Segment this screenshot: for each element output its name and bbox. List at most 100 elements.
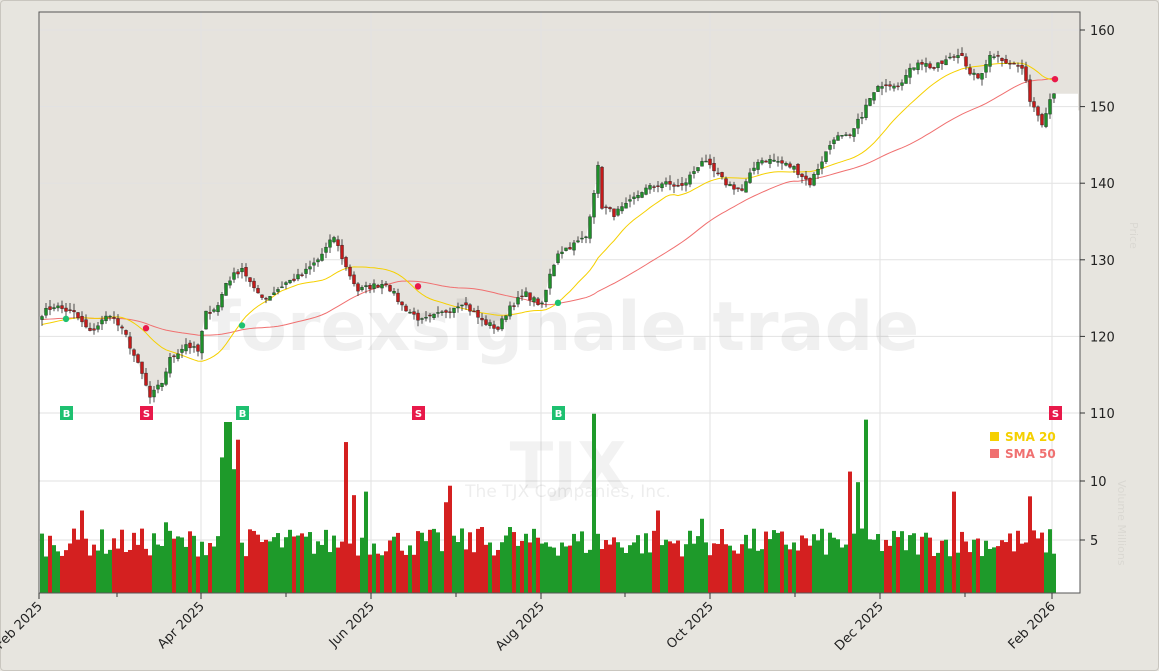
candle-body <box>436 312 440 314</box>
candle-body <box>252 280 256 289</box>
candle-body <box>396 292 400 302</box>
volume-bar <box>1000 540 1004 593</box>
candle-body <box>448 311 452 313</box>
volume-bar <box>456 542 460 593</box>
candle-body <box>356 283 360 292</box>
volume-bar <box>580 531 584 593</box>
volume-bar <box>156 544 160 593</box>
candle-body <box>1020 65 1024 69</box>
candle-body <box>468 304 472 312</box>
volume-bar <box>112 538 116 593</box>
volume-bar <box>532 528 536 593</box>
volume-bar <box>860 528 864 593</box>
candle-body <box>1052 93 1056 99</box>
candle-body <box>796 163 800 175</box>
volume-bar <box>892 530 896 593</box>
candle-body <box>180 348 184 353</box>
candle-body <box>328 239 332 248</box>
volume-bar <box>212 546 216 593</box>
signal-badge-B <box>552 406 565 420</box>
signal-badge-S <box>412 406 425 420</box>
candle-body <box>884 84 888 87</box>
volume-bar <box>1052 553 1056 593</box>
volume-bar <box>368 554 372 593</box>
candle-body <box>404 305 408 312</box>
volume-bar <box>68 543 72 593</box>
volume-bar <box>412 554 416 593</box>
candle-body <box>524 291 528 297</box>
volume-bar <box>592 413 596 593</box>
candle-body <box>960 53 964 56</box>
candle-body <box>368 285 372 290</box>
sma-20-line <box>41 62 1055 362</box>
volume-bar <box>132 532 136 593</box>
candle-body <box>716 172 720 175</box>
volume-bar <box>500 542 504 593</box>
candle-body <box>504 315 508 320</box>
volume-bar <box>668 541 672 593</box>
volume-bar <box>316 541 320 593</box>
candle-body <box>784 163 788 166</box>
volume-bar <box>960 531 964 593</box>
y-tick-label: 160 <box>1090 24 1115 39</box>
candle-body <box>172 355 176 358</box>
candle-body <box>636 194 640 199</box>
volume-bar <box>772 530 776 593</box>
volume-bar <box>124 552 128 593</box>
legend-swatch <box>990 449 999 458</box>
volume-bar <box>900 531 904 593</box>
volume-bar <box>808 545 812 593</box>
candle-body <box>200 330 204 354</box>
volume-bar <box>340 541 344 593</box>
candle-body <box>972 72 976 75</box>
candle-body <box>556 253 560 264</box>
volume-bar <box>404 554 408 593</box>
candle-body <box>484 319 488 325</box>
candle-body <box>140 361 144 374</box>
candle-body <box>444 310 448 313</box>
volume-bar <box>292 536 296 593</box>
candle-body <box>916 62 920 70</box>
candle-body <box>176 353 180 359</box>
candle-body <box>684 182 688 186</box>
candle-body <box>940 60 944 64</box>
candle-body <box>280 286 284 289</box>
candle-body <box>496 326 500 330</box>
candle-body <box>732 184 736 190</box>
signal-dot <box>142 325 150 332</box>
candle-body <box>304 268 308 274</box>
volume-bar <box>904 550 908 593</box>
volume-bar <box>304 536 308 593</box>
candle-body <box>704 160 708 163</box>
volume-bar <box>724 544 728 593</box>
candle-body <box>600 166 604 209</box>
volume-bar <box>356 555 360 593</box>
volume-bar <box>992 547 996 593</box>
candle-body <box>296 274 300 280</box>
candle-body <box>376 285 380 288</box>
candle-body <box>1036 106 1040 116</box>
candle-body <box>604 206 608 209</box>
signal-label: B <box>555 409 563 420</box>
volume-bar <box>616 542 620 593</box>
candle-body <box>472 310 476 313</box>
y-tick-label: 110 <box>1090 407 1115 422</box>
volume-bar <box>676 540 680 593</box>
candle-body <box>772 159 776 162</box>
volume-bar <box>108 549 112 593</box>
volume-bar <box>280 547 284 593</box>
volume-bar <box>976 538 980 593</box>
volume-bar <box>516 545 520 593</box>
candle-body <box>508 305 512 317</box>
volume-bar <box>336 547 340 593</box>
ticker-watermark: TJX <box>510 430 627 504</box>
candle-body <box>696 167 700 172</box>
candle-body <box>812 173 816 186</box>
candle-body <box>676 185 680 187</box>
volume-bar <box>876 534 880 593</box>
signal-dot <box>414 283 422 290</box>
candle-body <box>928 63 932 69</box>
candle-body <box>756 161 760 170</box>
volume-bar <box>736 553 740 593</box>
volume-bar <box>952 491 956 593</box>
